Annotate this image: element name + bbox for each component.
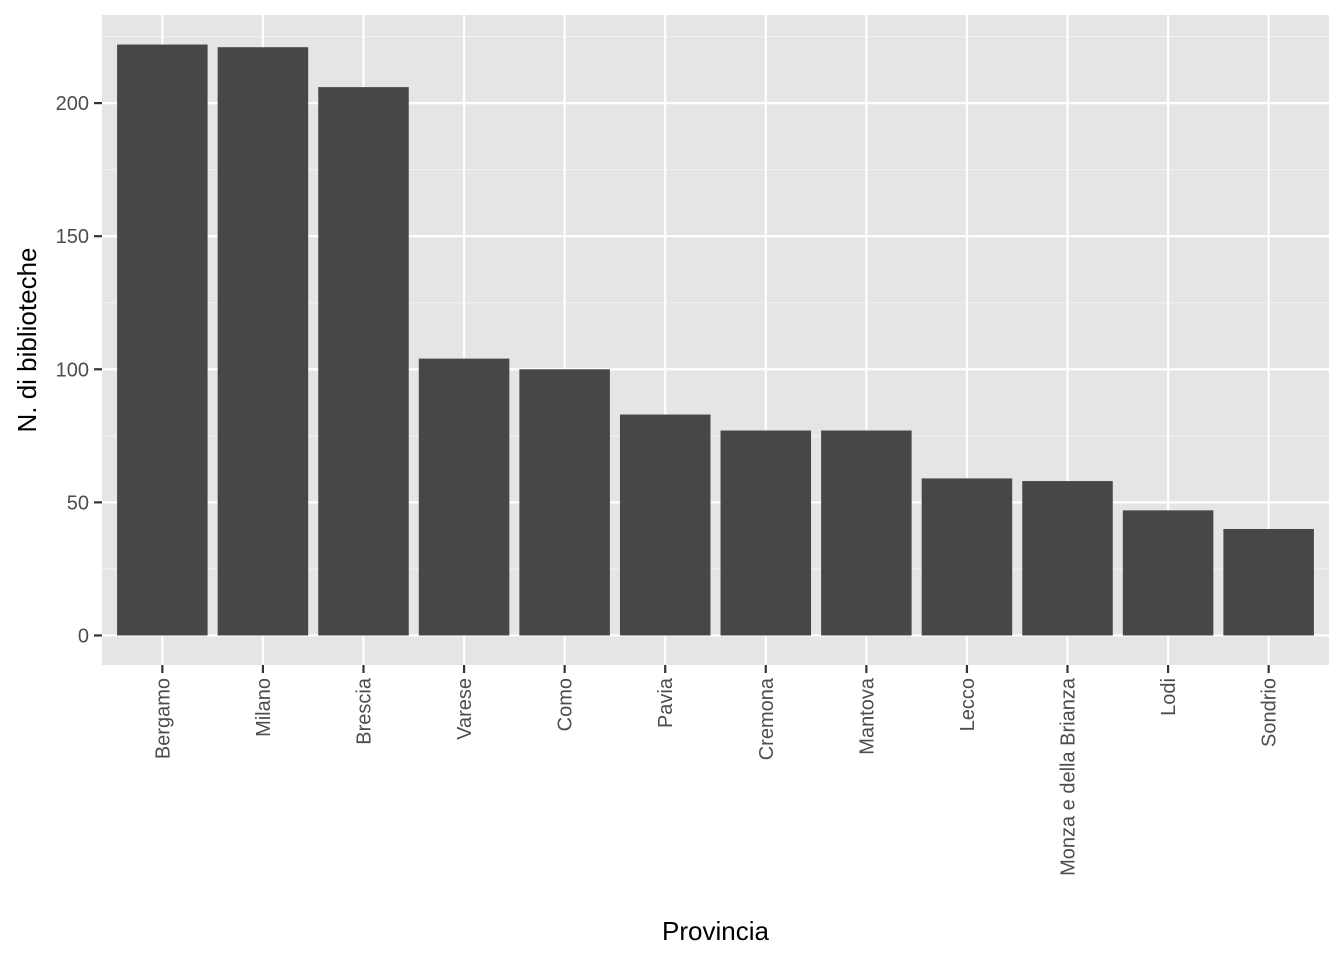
x-tick-label: Lecco — [957, 678, 979, 731]
x-tick-label: Sondrio — [1259, 678, 1281, 747]
x-tick-label: Milano — [253, 678, 275, 737]
x-axis: Bergamo Milano Brescia Varese Como Pavia Cremo… — [152, 665, 1281, 876]
bar-varese — [418, 358, 510, 636]
bar-milano — [217, 47, 309, 636]
y-tick-label: 50 — [67, 492, 89, 514]
bar-bergamo — [117, 44, 208, 636]
y-tick-label: 0 — [78, 625, 89, 647]
x-tick-label: Mantova — [856, 677, 878, 755]
bar-lodi — [1122, 510, 1214, 636]
bar-como — [519, 369, 610, 636]
bar-lecco — [921, 478, 1013, 636]
bar-mantova — [821, 430, 912, 636]
bar-sondrio — [1223, 528, 1314, 636]
x-tick-label: Pavia — [655, 677, 677, 728]
x-tick-label: Lodi — [1158, 678, 1180, 716]
x-tick-label: Brescia — [353, 677, 375, 745]
y-tick-label: 200 — [56, 93, 89, 115]
x-tick-label: Varese — [454, 678, 476, 740]
y-axis: 0 50 100 150 200 — [56, 93, 102, 647]
x-tick-label: Cremona — [756, 677, 778, 760]
bar-monza-e-della-brianza — [1022, 481, 1113, 636]
y-tick-label: 150 — [56, 226, 89, 248]
bars — [117, 44, 1314, 636]
y-tick-label: 100 — [56, 359, 89, 381]
y-axis-title: N. di biblioteche — [12, 248, 42, 433]
x-tick-label: Como — [555, 678, 577, 731]
x-axis-title: Provincia — [662, 916, 769, 946]
x-tick-label: Bergamo — [152, 678, 174, 759]
x-tick-label: Monza e della Brianza — [1058, 677, 1080, 876]
bar-brescia — [318, 87, 409, 636]
bar-pavia — [619, 414, 711, 636]
bar-cremona — [720, 430, 812, 636]
